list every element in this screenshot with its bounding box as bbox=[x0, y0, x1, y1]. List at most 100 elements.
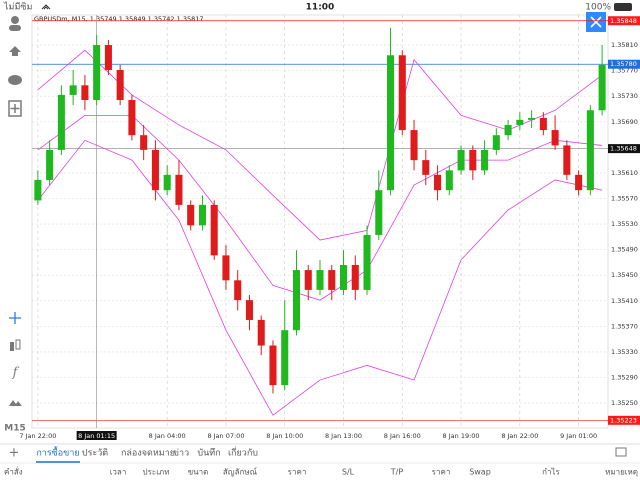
crosshair-x-tag bbox=[76, 431, 117, 440]
battery-icon bbox=[614, 3, 632, 11]
clock: 11:00 bbox=[306, 3, 335, 13]
price-level-label: 1.35780 bbox=[610, 60, 637, 68]
candle-body bbox=[387, 55, 395, 191]
column-header: ราคา bbox=[288, 468, 307, 477]
price-level-tag bbox=[608, 59, 640, 69]
candle-body bbox=[351, 264, 359, 290]
bollinger-lower bbox=[37, 139, 603, 416]
account-icon-body[interactable] bbox=[9, 25, 21, 31]
candle-body bbox=[175, 174, 183, 205]
candle-body bbox=[116, 69, 124, 101]
candle-tool-2[interactable] bbox=[15, 339, 21, 350]
candle-body bbox=[234, 280, 242, 301]
y-tick-label: 1.35250 bbox=[611, 399, 638, 407]
candle-body bbox=[245, 300, 253, 320]
candle-body bbox=[445, 170, 453, 191]
column-header: Swap bbox=[469, 468, 491, 477]
candle-body bbox=[128, 100, 136, 136]
y-tick-label: 1.35410 bbox=[611, 297, 638, 305]
new-icon-plus[interactable] bbox=[10, 104, 20, 113]
candle-body bbox=[551, 130, 559, 146]
candle-body bbox=[210, 204, 218, 256]
candle-body bbox=[140, 135, 148, 150]
candle-body bbox=[222, 255, 230, 281]
x-tick-label: 8 Jan 22:00 bbox=[501, 432, 538, 440]
objects-tool[interactable] bbox=[9, 400, 22, 406]
candle-body bbox=[398, 55, 406, 131]
candle-body bbox=[281, 330, 289, 386]
column-header: สัญลักษณ์ bbox=[223, 467, 258, 477]
crosshair-y-tag bbox=[608, 144, 640, 154]
column-header: กำไร bbox=[542, 468, 560, 477]
candle-body bbox=[316, 270, 324, 290]
candle-body bbox=[57, 94, 65, 150]
chart-title: GBPUSDm, M15, 1.35749 1.35849 1.35742 1.… bbox=[34, 15, 204, 23]
x-tick-label: 8 Jan 19:00 bbox=[443, 432, 480, 440]
tab[interactable]: การซื้อขาย bbox=[36, 446, 79, 459]
y-tick-label: 1.35690 bbox=[611, 118, 638, 126]
candle-body bbox=[328, 270, 336, 290]
crosshair-y-label: 1.35648 bbox=[610, 145, 637, 153]
x-tick-label: 8 Jan 16:00 bbox=[384, 432, 421, 440]
candle-body bbox=[504, 124, 512, 136]
x-tick-label: 8 Jan 13:00 bbox=[325, 432, 362, 440]
trade-icon[interactable] bbox=[9, 46, 21, 56]
tab[interactable]: เกี่ยวกับ bbox=[228, 446, 258, 459]
candle-body bbox=[292, 270, 301, 331]
column-header: ประเภท bbox=[143, 468, 170, 477]
carrier: ไม่มีซิม bbox=[3, 2, 33, 13]
y-tick-label: 1.35490 bbox=[611, 246, 638, 254]
candle-body bbox=[575, 174, 583, 191]
candle-body bbox=[304, 270, 312, 290]
candle-body bbox=[516, 119, 524, 125]
price-level-label: 1.35223 bbox=[610, 416, 637, 424]
candle-body bbox=[457, 149, 465, 171]
price-level-tag bbox=[608, 16, 640, 26]
candle-body bbox=[198, 204, 206, 226]
tab[interactable]: กล่องจดหมาย bbox=[121, 449, 175, 459]
candle-body bbox=[586, 110, 594, 191]
candle-body bbox=[69, 85, 77, 95]
candle-body bbox=[434, 174, 442, 191]
indicator-tool[interactable]: f bbox=[12, 366, 20, 381]
candle-body bbox=[34, 179, 42, 201]
tab[interactable]: ประวัติ bbox=[82, 448, 108, 459]
crosshair-tool[interactable] bbox=[9, 312, 21, 324]
candle-body bbox=[469, 149, 477, 171]
toolbar: f bbox=[8, 16, 22, 406]
price-level-tag bbox=[608, 415, 640, 425]
candle-body bbox=[339, 264, 348, 290]
candle-body bbox=[598, 64, 606, 111]
tab[interactable]: บันทึก bbox=[197, 448, 220, 459]
y-tick-label: 1.35810 bbox=[611, 41, 638, 49]
price-level-label: 1.35848 bbox=[610, 17, 637, 25]
candle-body bbox=[375, 190, 383, 235]
candle-body bbox=[163, 174, 171, 191]
close-icon[interactable] bbox=[590, 16, 602, 28]
layout-icon[interactable] bbox=[615, 447, 627, 457]
crosshair-x-label: 8 Jan 01:15 bbox=[78, 432, 115, 440]
x-tick-label: 8 Jan 07:00 bbox=[207, 432, 244, 440]
tab[interactable]: ข่าว bbox=[173, 449, 189, 459]
account-icon[interactable] bbox=[11, 16, 19, 24]
candle-body bbox=[410, 130, 418, 161]
y-tick-label: 1.35370 bbox=[611, 322, 638, 330]
column-header: ราคา bbox=[432, 468, 451, 477]
candle-body bbox=[269, 345, 277, 386]
wifi-icon bbox=[41, 4, 51, 10]
candle-body bbox=[93, 45, 101, 101]
candle-body bbox=[481, 149, 489, 171]
column-header: เวลา bbox=[110, 468, 127, 477]
candle-body bbox=[363, 234, 371, 290]
candle-tool[interactable] bbox=[10, 342, 14, 351]
timeframe[interactable]: M15 bbox=[4, 424, 25, 434]
chat-icon[interactable] bbox=[8, 75, 22, 85]
x-tick-label: 8 Jan 04:00 bbox=[149, 432, 186, 440]
candle-body bbox=[46, 149, 54, 180]
candle-body bbox=[81, 85, 89, 101]
y-tick-label: 1.35730 bbox=[611, 92, 638, 100]
new-icon[interactable] bbox=[8, 100, 22, 117]
add-button[interactable]: + bbox=[9, 446, 20, 461]
y-tick-label: 1.35530 bbox=[611, 220, 638, 228]
